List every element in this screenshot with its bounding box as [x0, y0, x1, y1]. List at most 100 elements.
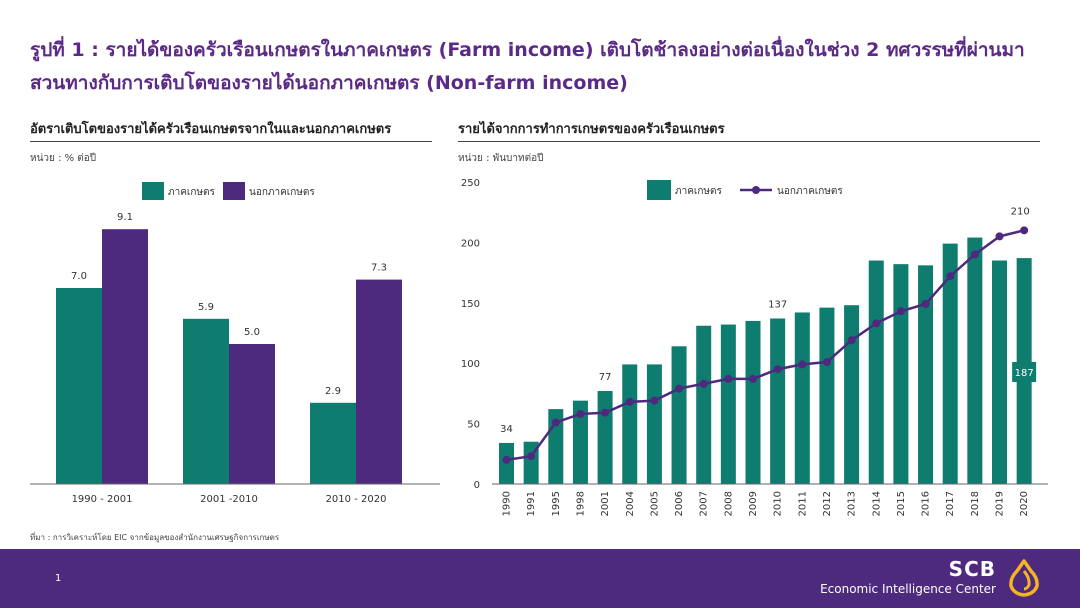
x-tick-label-2008: 2008	[723, 491, 734, 516]
data-label-0-0: 7.0	[71, 271, 87, 282]
legend-label-0: ภาคเกษตร	[168, 187, 215, 198]
data-label-1-2: 7.3	[371, 263, 387, 274]
nonfarm-point-1998	[576, 409, 585, 418]
bar-2019	[992, 260, 1007, 484]
x-tick-label-2020: 2020	[1019, 491, 1030, 516]
x-tick-label-2016: 2016	[921, 491, 932, 516]
nonfarm-point-2017	[946, 272, 955, 281]
nonfarm-point-1995	[551, 418, 560, 427]
x-tick-label-2013: 2013	[847, 491, 858, 516]
footer-bar: 1 SCB Economic Intelligence Center	[0, 549, 1080, 608]
nonfarm-point-2014	[872, 319, 881, 328]
page-number: 1	[55, 573, 62, 584]
annotation-2: 137	[768, 300, 787, 311]
x-tick-label-2019: 2019	[995, 491, 1006, 516]
bar-2001	[597, 390, 613, 484]
data-label-0-2: 2.9	[325, 386, 341, 397]
right-chart-title: รายได้จากการทำการเกษตรของครัวเรือนเกษตร	[458, 122, 725, 137]
legend-swatch-1	[223, 182, 245, 200]
bar-2014	[868, 260, 884, 484]
x-tick-label-1995: 1995	[551, 491, 562, 516]
x-tick-label-1991: 1991	[526, 491, 537, 516]
nonfarm-point-2009	[749, 374, 757, 383]
scb-logo-icon	[1009, 559, 1039, 597]
bar-1-1	[229, 344, 275, 484]
bar-2013	[844, 305, 860, 484]
left-unit-label: หน่วย : % ต่อปี	[30, 153, 97, 164]
annotation-4: 210	[1011, 206, 1030, 217]
bar-0-1	[183, 318, 229, 484]
bar-2008	[720, 324, 736, 484]
nonfarm-point-2007	[699, 379, 708, 388]
x-tick-label-2001: 2001	[600, 491, 611, 516]
x-tick-label-2018: 2018	[970, 491, 981, 516]
bar-0-2	[310, 402, 356, 484]
bar-0-0	[56, 288, 102, 484]
nonfarm-point-1991	[527, 452, 536, 461]
bar-2018	[967, 237, 983, 484]
legend-label-1: นอกภาคเกษตร	[249, 187, 315, 198]
nonfarm-point-2011	[798, 360, 807, 369]
y-tick-label-3: 150	[461, 299, 480, 310]
nonfarm-point-2006	[675, 384, 684, 393]
farm-income-chart: 0 50 100 150 200 250 ภาคเกษตร นอกภาคเกษตร 1990 19…	[461, 178, 1048, 516]
y-tick-label-5: 250	[461, 178, 480, 189]
legend-swatch-farm	[647, 180, 671, 200]
x-tick-label-2007: 2007	[699, 491, 710, 516]
nonfarm-point-2020	[1020, 226, 1029, 235]
left-title-rule	[30, 141, 432, 142]
nonfarm-point-2001	[601, 408, 610, 417]
brand-name: SCB	[948, 557, 996, 581]
nonfarm-point-2008	[724, 374, 733, 383]
nonfarm-point-2019	[995, 232, 1004, 241]
data-label-1-1: 5.0	[244, 327, 260, 338]
x-tick-label-1: 2001 -2010	[200, 494, 258, 505]
bar-2011	[794, 312, 810, 484]
bar-2015	[893, 264, 909, 484]
legend-label-nonfarm: นอกภาคเกษตร	[777, 186, 843, 197]
bar-2005	[646, 364, 662, 484]
annotation-3: 187	[1015, 368, 1034, 379]
nonfarm-point-1990	[502, 455, 511, 464]
x-tick-label-2005: 2005	[649, 491, 660, 516]
bar-2009	[745, 320, 761, 484]
left-chart-title: อัตราเติบโตของรายได้ครัวเรือนเกษตรจากในแ…	[30, 122, 392, 137]
nonfarm-point-2005	[650, 396, 659, 405]
legend-label-farm: ภาคเกษตร	[675, 186, 722, 197]
right-unit-label: หน่วย : พันบาทต่อปี	[458, 153, 544, 164]
annotation-1: 77	[599, 372, 612, 383]
x-tick-label-2004: 2004	[625, 491, 636, 516]
nonfarm-point-2015	[896, 307, 905, 316]
bar-1-2	[356, 279, 402, 484]
data-label-1-0: 9.1	[117, 212, 133, 223]
nonfarm-line	[506, 229, 1025, 462]
legend-swatch-0	[142, 182, 164, 200]
x-tick-label-2010: 2010	[773, 491, 784, 516]
bar-2012	[819, 307, 835, 484]
x-tick-label-0: 1990 - 2001	[72, 494, 133, 505]
x-tick-label-2009: 2009	[748, 491, 759, 516]
bar-1998	[572, 400, 588, 484]
x-tick-label-2: 2010 - 2020	[326, 494, 387, 505]
growth-rate-chart: ภาคเกษตร นอกภาคเกษตร 7.0 9.1 1990 - 2001 5.9 5…	[30, 182, 440, 505]
source-note: ที่มา : การวิเคราะห์โดย EIC จากข้อมูลของ…	[30, 533, 280, 542]
brand-block: SCB Economic Intelligence Center	[820, 557, 996, 597]
bar-2017	[942, 243, 958, 484]
nonfarm-point-2012	[822, 357, 831, 366]
bar-2010	[770, 318, 786, 484]
page-title: รูปที่ 1 : รายได้ของครัวเรือนเกษตรในภาคเ…	[30, 39, 1025, 94]
y-tick-label-2: 100	[461, 359, 480, 370]
x-tick-label-2014: 2014	[871, 491, 882, 516]
annotation-box-3	[1012, 362, 1037, 382]
x-tick-label-2017: 2017	[945, 491, 956, 516]
right-title-rule	[458, 141, 1040, 142]
legend-marker-nonfarm	[752, 186, 760, 194]
bar-2006	[671, 346, 687, 484]
bar-2016	[918, 265, 934, 484]
x-tick-label-1998: 1998	[575, 491, 586, 516]
y-tick-label-1: 50	[467, 420, 480, 431]
bar-2004	[622, 364, 638, 484]
bar-2007	[696, 325, 712, 484]
nonfarm-point-2016	[921, 300, 930, 309]
annotation-0: 34	[500, 424, 513, 435]
